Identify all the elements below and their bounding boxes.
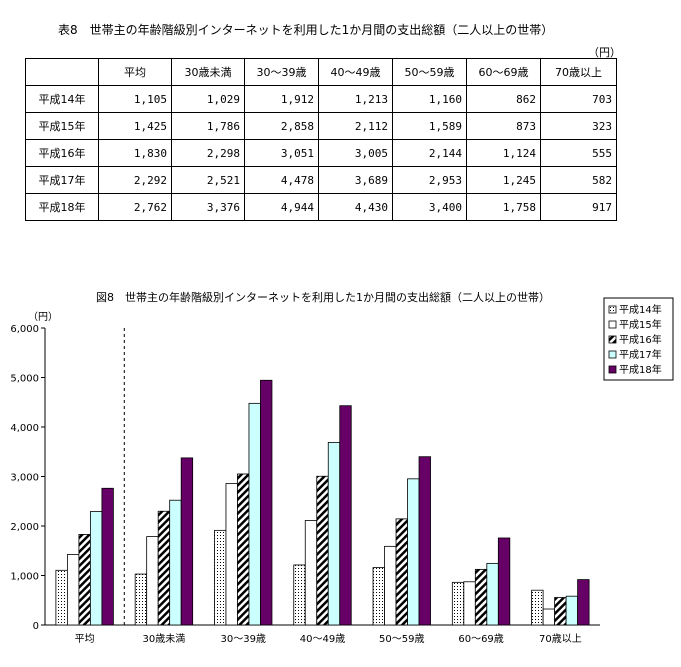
bar (180, 457, 194, 626)
table-cell: 2,521 (171, 166, 245, 194)
bar (55, 569, 68, 626)
bar (146, 536, 159, 626)
bar (474, 568, 488, 626)
table-cell: 4,944 (244, 193, 319, 221)
x-tick-label: 平均 (75, 633, 95, 645)
legend-swatch (608, 305, 617, 314)
column-header: 60～69歳 (466, 58, 541, 86)
table-cell: 582 (540, 166, 617, 194)
bar (225, 483, 238, 626)
y-tick-label: 1,000 (10, 572, 39, 583)
bar (260, 379, 273, 626)
y-tick-label: 2,000 (10, 522, 39, 533)
y-axis-label: （円） (28, 311, 58, 323)
table-row: 平成18年 2,762 3,376 4,944 4,430 3,400 1,758 917 (25, 193, 617, 221)
legend-label: 平成15年 (619, 318, 662, 331)
legend-swatch (608, 350, 617, 359)
bar (101, 487, 114, 626)
table-title: 表8 世帯主の年齢階級別インターネットを利用した1か月間の支出総額（二人以上の世… (58, 23, 554, 37)
bar (407, 478, 420, 626)
bar (565, 595, 579, 626)
table-row: 平成15年 1,425 1,786 2,858 2,112 1,589 873 323 (25, 112, 617, 140)
bar (372, 567, 385, 626)
bar (214, 529, 227, 626)
table-cell: 1,589 (392, 112, 467, 140)
y-tick-label: 6,000 (10, 324, 39, 335)
bar (89, 511, 103, 626)
bar (327, 441, 341, 626)
y-tick-label: 0 (33, 621, 39, 632)
x-tick-label: 30～39歳 (220, 633, 265, 645)
legend-label: 平成17年 (619, 348, 662, 361)
table-cell: 1,105 (98, 85, 172, 113)
bar (316, 475, 329, 626)
bar (248, 402, 261, 626)
table-cell: 703 (540, 85, 617, 113)
table-cell: 1,029 (171, 85, 245, 113)
legend-label: 平成14年 (619, 303, 662, 316)
table-cell: 3,689 (318, 166, 393, 194)
row-label: 平成15年 (25, 112, 99, 140)
bar (451, 581, 465, 626)
bar (157, 510, 171, 626)
row-label: 平成16年 (25, 139, 99, 167)
bar (497, 537, 511, 626)
table-cell: 1,124 (466, 139, 541, 167)
table-cell: 1,160 (392, 85, 467, 113)
table-row: 平成16年 1,830 2,298 3,051 3,005 2,144 1,124 555 (25, 139, 617, 167)
x-tick-label: 30歳未満 (143, 633, 186, 645)
table-cell: 555 (540, 139, 617, 167)
bar (554, 597, 567, 626)
y-tick-label: 4,000 (10, 423, 39, 434)
bar (384, 545, 397, 626)
column-header: 平均 (98, 58, 172, 86)
bar (134, 573, 148, 626)
chart-title: 図8 世帯主の年齢階級別インターネットを利用した1か月間の支出総額（二人以上の世… (96, 290, 550, 304)
data-table: 平均 30歳未満 30～39歳 40～49歳 50～59歳 60～69歳 70歳以上 平成1… (25, 58, 617, 221)
bar (542, 608, 556, 626)
table-cell: 2,292 (98, 166, 172, 194)
legend-swatch (608, 365, 617, 374)
bar (531, 589, 544, 626)
bar (293, 564, 306, 626)
table-cell: 4,430 (318, 193, 393, 221)
bar (418, 456, 431, 626)
column-header: 30歳未満 (171, 58, 245, 86)
bar (339, 405, 352, 626)
bar (66, 554, 80, 626)
row-label: 平成17年 (25, 166, 99, 194)
bar (395, 518, 408, 626)
x-tick-label: 40～49歳 (300, 633, 345, 645)
bar (237, 473, 250, 626)
bar (78, 534, 91, 626)
bar (463, 581, 476, 626)
x-tick-label: 60～69歳 (458, 633, 503, 645)
table-cell: 3,005 (318, 139, 393, 167)
bar (169, 499, 182, 626)
legend-swatch (608, 335, 617, 344)
table-cell: 1,245 (466, 166, 541, 194)
table-cell: 917 (540, 193, 617, 221)
table-cell: 4,478 (244, 166, 319, 194)
legend-label: 平成16年 (619, 333, 662, 346)
bar (577, 579, 590, 626)
table-cell: 2,858 (244, 112, 319, 140)
bar (486, 562, 499, 626)
table-unit: （円） (588, 46, 621, 59)
legend-label: 平成18年 (619, 363, 662, 376)
table-cell: 1,786 (171, 112, 245, 140)
y-tick-label: 3,000 (10, 473, 39, 484)
x-tick-label: 50～59歳 (379, 633, 424, 645)
column-header: 30～39歳 (244, 58, 319, 86)
x-tick-label: 70歳以上 (539, 633, 582, 645)
y-tick-label: 5,000 (10, 374, 39, 385)
legend-swatch (608, 320, 617, 329)
table-cell: 2,762 (98, 193, 172, 221)
table-cell: 1,758 (466, 193, 541, 221)
bar (304, 520, 318, 626)
column-header: 70歳以上 (540, 58, 617, 86)
table-cell: 3,376 (171, 193, 245, 221)
